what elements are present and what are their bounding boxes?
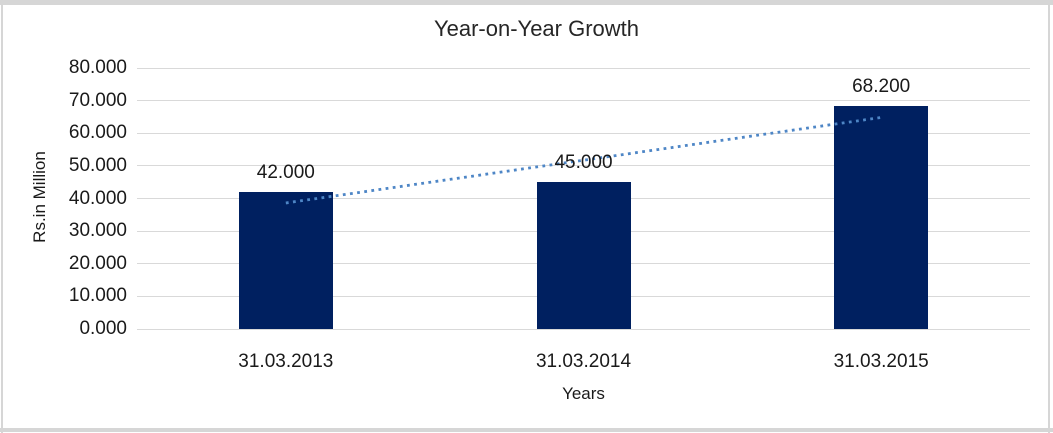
bar [238, 191, 333, 329]
x-category-label: 31.03.2015 [833, 351, 929, 372]
y-axis-title: Rs.in Million [30, 151, 49, 243]
y-tick-label: 0.000 [79, 318, 127, 339]
x-category-label: 31.03.2013 [238, 351, 334, 372]
y-tick-label: 40.000 [68, 187, 127, 209]
y-tick-label: 30.000 [68, 220, 127, 242]
gridline [137, 328, 1030, 330]
y-tick-label: 50.000 [68, 154, 127, 176]
frame-border-bottom [0, 428, 1053, 432]
frame-border-top [0, 0, 1053, 5]
bar-data-label: 68.200 [852, 76, 911, 98]
y-tick-label: 20.000 [68, 252, 127, 274]
bar-data-label: 42.000 [256, 161, 315, 183]
frame-border-left [1, 0, 3, 433]
bar-data-label: 45.000 [554, 152, 613, 174]
bar [536, 182, 631, 329]
gridline [137, 100, 1030, 102]
y-tick-label: 80.000 [68, 57, 127, 78]
gridline [137, 67, 1030, 69]
x-category-label: 31.03.2014 [535, 351, 632, 372]
y-tick-label: 10.000 [68, 285, 127, 307]
gridline [137, 165, 1030, 167]
x-axis-title: Years [562, 384, 605, 403]
y-tick-label: 70.000 [68, 89, 127, 111]
y-tick-label: 60.000 [68, 122, 127, 144]
gridline [137, 132, 1030, 134]
chart-title: Year-on-Year Growth [433, 16, 640, 41]
frame-border-right [1048, 0, 1050, 433]
bar [834, 106, 929, 329]
